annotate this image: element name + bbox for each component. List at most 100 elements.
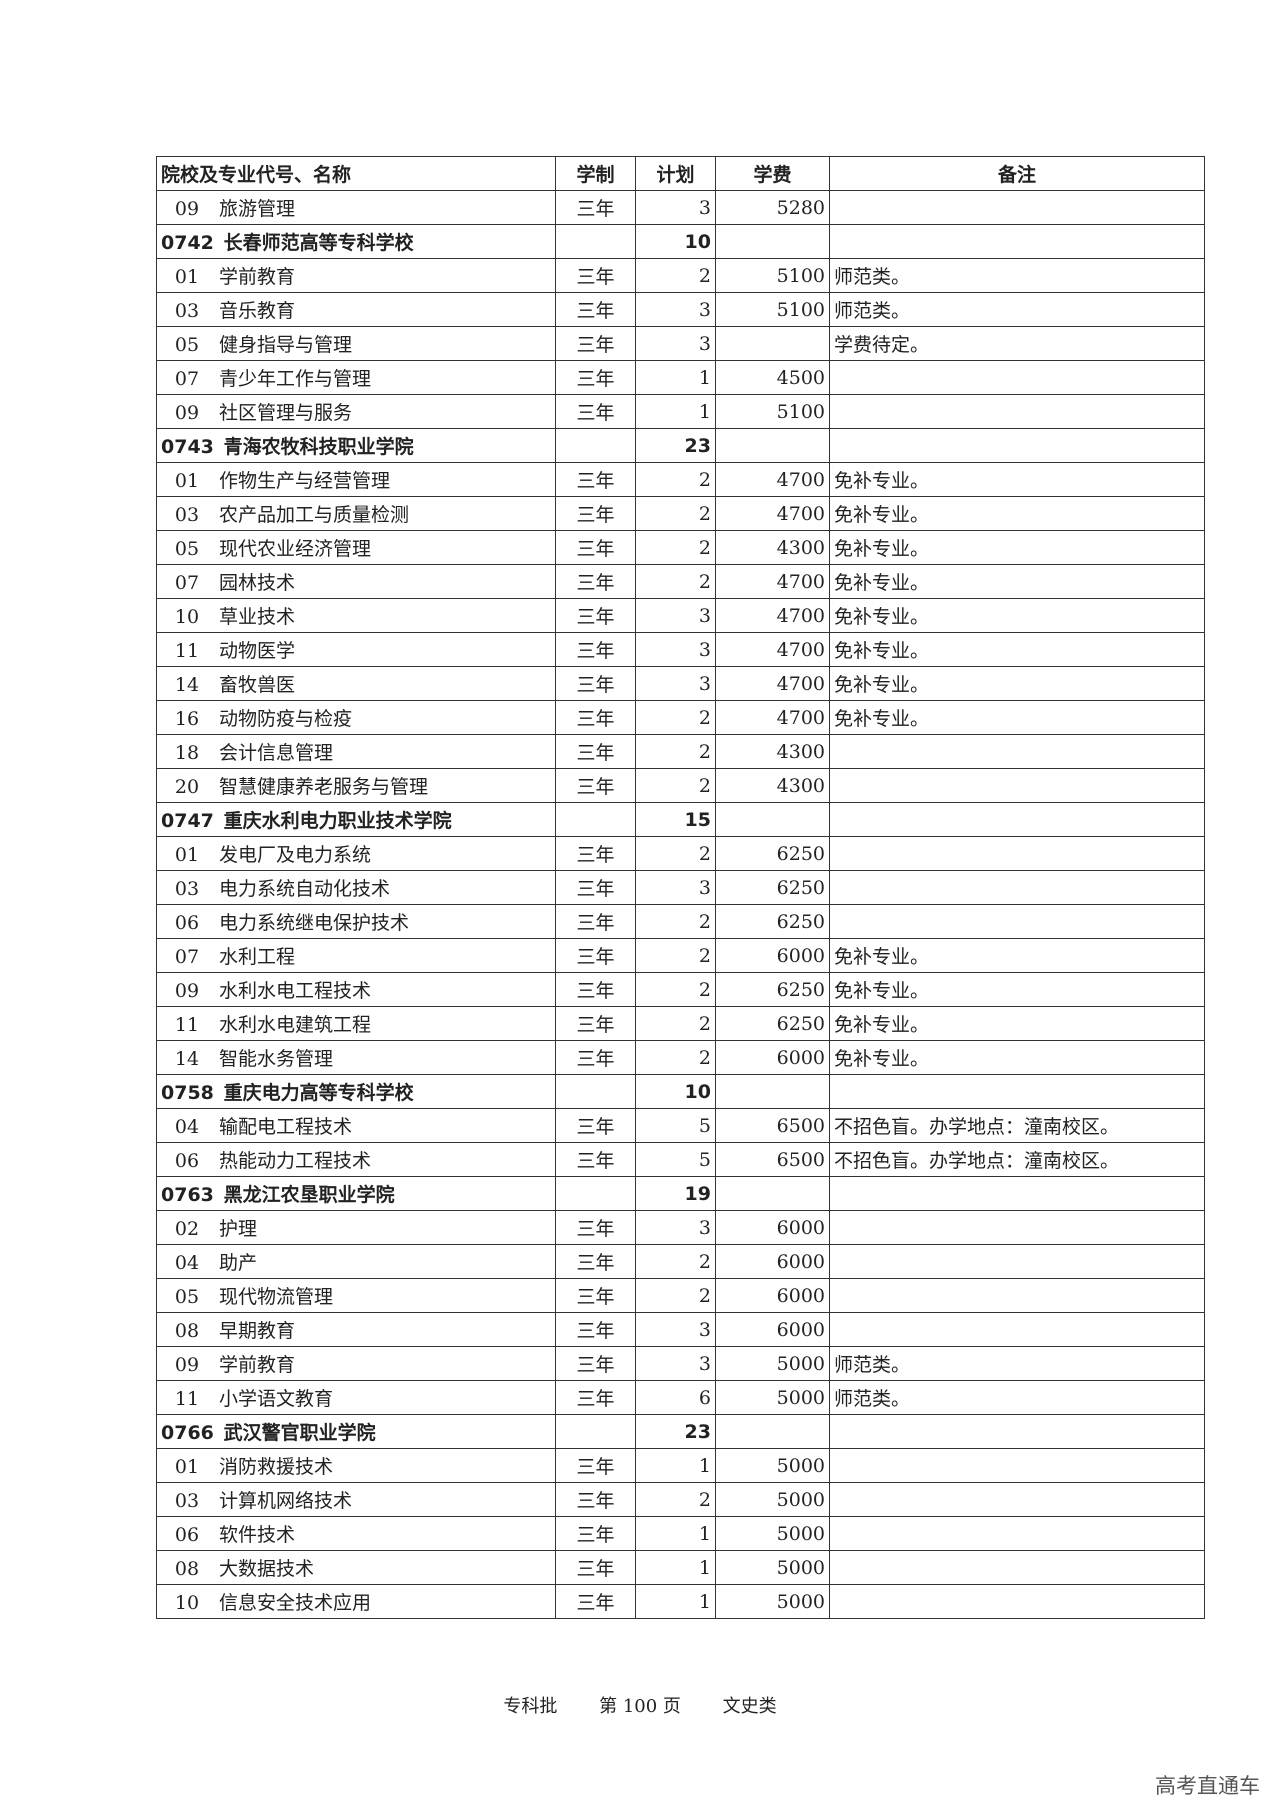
duration-cell: 三年 — [555, 258, 636, 293]
duration-cell: 三年 — [555, 1346, 636, 1381]
major-row: 16 动物防疫与检疫 三年 2 4700 免补专业。 — [156, 700, 1205, 735]
note-cell — [829, 360, 1205, 395]
name-cell: 18 会计信息管理 — [156, 734, 556, 769]
duration-cell: 三年 — [555, 734, 636, 769]
duration-cell — [555, 1414, 636, 1449]
name: 现代物流管理 — [219, 1286, 334, 1308]
fee-cell: 5000 — [715, 1482, 830, 1517]
major-row: 06 热能动力工程技术 三年 5 6500 不招色盲。办学地点：潼南校区。 — [156, 1142, 1205, 1177]
code: 0742 — [161, 232, 214, 254]
major-row: 03 音乐教育 三年 3 5100 师范类。 — [156, 292, 1205, 327]
note-cell — [829, 1074, 1205, 1109]
note-cell — [829, 836, 1205, 871]
fee-cell — [715, 428, 830, 463]
plan-cell: 19 — [635, 1176, 716, 1211]
duration-cell: 三年 — [555, 496, 636, 531]
note-cell — [829, 802, 1205, 837]
fee-cell: 5000 — [715, 1380, 830, 1415]
plan-cell: 2 — [635, 1040, 716, 1075]
name: 畜牧兽医 — [219, 674, 296, 696]
note-cell: 免补专业。 — [829, 1040, 1205, 1075]
school-row: 0763 黑龙江农垦职业学院 19 — [156, 1176, 1205, 1211]
code: 06 — [174, 912, 200, 934]
footer-category: 文史类 — [722, 1696, 777, 1717]
code: 16 — [174, 708, 200, 730]
name-cell: 05 现代农业经济管理 — [156, 530, 556, 565]
major-row: 02 护理 三年 3 6000 — [156, 1210, 1205, 1245]
plan-cell: 1 — [635, 1448, 716, 1483]
fee-cell: 6000 — [715, 938, 830, 973]
note-cell — [829, 394, 1205, 429]
duration-cell: 三年 — [555, 1108, 636, 1143]
name-cell: 0743 青海农牧科技职业学院 — [156, 428, 556, 463]
plan-cell: 2 — [635, 734, 716, 769]
major-row: 11 水利水电建筑工程 三年 2 6250 免补专业。 — [156, 1006, 1205, 1041]
fee-cell: 4300 — [715, 530, 830, 565]
note-cell — [829, 734, 1205, 769]
name: 水利水电工程技术 — [219, 980, 372, 1002]
duration-cell: 三年 — [555, 1142, 636, 1177]
header-fee: 学费 — [715, 156, 830, 191]
plan-cell: 2 — [635, 496, 716, 531]
note-cell — [829, 1278, 1205, 1313]
code: 03 — [174, 1490, 200, 1512]
note-cell: 学费待定。 — [829, 326, 1205, 361]
fee-cell — [715, 224, 830, 259]
note-cell — [829, 1550, 1205, 1585]
code: 11 — [174, 1388, 200, 1410]
duration-cell: 三年 — [555, 904, 636, 939]
name-cell: 01 学前教育 — [156, 258, 556, 293]
fee-cell: 6500 — [715, 1108, 830, 1143]
major-row: 05 健身指导与管理 三年 3 学费待定。 — [156, 326, 1205, 361]
plan-cell: 2 — [635, 1244, 716, 1279]
code: 10 — [174, 1592, 200, 1614]
duration-cell: 三年 — [555, 1584, 636, 1619]
fee-cell: 6000 — [715, 1040, 830, 1075]
plan-cell: 2 — [635, 1278, 716, 1313]
plan-cell: 2 — [635, 972, 716, 1007]
fee-cell — [715, 1414, 830, 1449]
fee-cell: 5000 — [715, 1584, 830, 1619]
code: 04 — [174, 1116, 200, 1138]
fee-cell: 6250 — [715, 904, 830, 939]
duration-cell: 三年 — [555, 1482, 636, 1517]
fee-cell: 5000 — [715, 1516, 830, 1551]
name: 作物生产与经营管理 — [219, 470, 391, 492]
code: 07 — [174, 572, 200, 594]
fee-cell: 4700 — [715, 496, 830, 531]
note-cell: 不招色盲。办学地点：潼南校区。 — [829, 1142, 1205, 1177]
major-row: 01 消防救援技术 三年 1 5000 — [156, 1448, 1205, 1483]
note-cell: 免补专业。 — [829, 666, 1205, 701]
fee-cell: 6000 — [715, 1244, 830, 1279]
code: 05 — [174, 538, 200, 560]
fee-cell: 6500 — [715, 1142, 830, 1177]
name-cell: 08 大数据技术 — [156, 1550, 556, 1585]
duration-cell: 三年 — [555, 1278, 636, 1313]
note-cell: 免补专业。 — [829, 700, 1205, 735]
major-row: 14 畜牧兽医 三年 3 4700 免补专业。 — [156, 666, 1205, 701]
plan-cell: 1 — [635, 1584, 716, 1619]
name-cell: 0766 武汉警官职业学院 — [156, 1414, 556, 1449]
name: 发电厂及电力系统 — [219, 844, 372, 866]
name: 会计信息管理 — [219, 742, 334, 764]
duration-cell: 三年 — [555, 768, 636, 803]
code: 09 — [174, 402, 200, 424]
note-cell: 师范类。 — [829, 1380, 1205, 1415]
major-row: 20 智慧健康养老服务与管理 三年 2 4300 — [156, 768, 1205, 803]
duration-cell: 三年 — [555, 292, 636, 327]
name: 草业技术 — [219, 606, 296, 628]
note-cell — [829, 870, 1205, 905]
name-cell: 09 旅游管理 — [156, 190, 556, 225]
name-cell: 05 现代物流管理 — [156, 1278, 556, 1313]
note-cell: 免补专业。 — [829, 564, 1205, 599]
code: 03 — [174, 504, 200, 526]
code: 10 — [174, 606, 200, 628]
name: 动物医学 — [219, 640, 296, 662]
code: 06 — [174, 1524, 200, 1546]
name-cell: 0747 重庆水利电力职业技术学院 — [156, 802, 556, 837]
name-cell: 02 护理 — [156, 1210, 556, 1245]
school-row: 0747 重庆水利电力职业技术学院 15 — [156, 802, 1205, 837]
footer-batch: 专科批 — [503, 1696, 558, 1717]
name-cell: 03 计算机网络技术 — [156, 1482, 556, 1517]
note-cell: 免补专业。 — [829, 632, 1205, 667]
